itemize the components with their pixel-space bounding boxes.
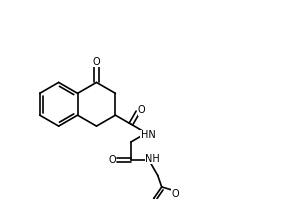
Text: O: O (171, 189, 179, 199)
Text: O: O (138, 105, 146, 115)
Text: O: O (108, 155, 116, 165)
Text: NH: NH (146, 154, 160, 164)
Text: HN: HN (141, 130, 156, 140)
Text: O: O (93, 57, 100, 67)
